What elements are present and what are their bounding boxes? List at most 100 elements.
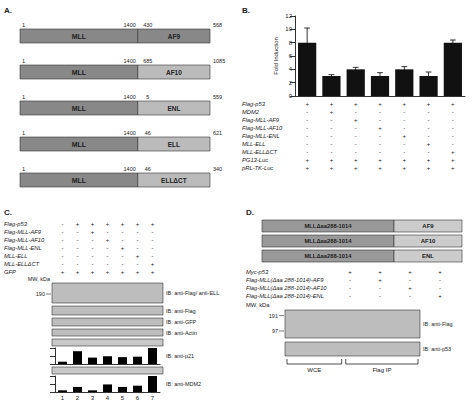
- svg-text:-: -: [92, 253, 94, 259]
- svg-text:-: -: [152, 245, 154, 251]
- svg-text:-: -: [403, 125, 405, 131]
- svg-text:+: +: [451, 149, 455, 155]
- svg-text:-: -: [355, 133, 357, 139]
- svg-text:5: 5: [146, 94, 149, 100]
- svg-text:-: -: [330, 141, 332, 147]
- svg-text:-: -: [306, 141, 308, 147]
- svg-text:IB: anti-GFP: IB: anti-GFP: [166, 319, 197, 325]
- svg-text:+: +: [76, 269, 80, 275]
- svg-text:+: +: [427, 165, 431, 171]
- svg-text:-: -: [306, 149, 308, 155]
- svg-text:IB: anti-MDM2: IB: anti-MDM2: [166, 381, 201, 387]
- svg-text:MLL-ELL: MLL-ELL: [242, 141, 266, 147]
- svg-text:-: -: [403, 117, 405, 123]
- svg-text:+: +: [403, 165, 407, 171]
- svg-text:46: 46: [145, 130, 151, 136]
- svg-text:+: +: [403, 133, 407, 139]
- svg-text:1400: 1400: [124, 94, 136, 100]
- svg-text:+: +: [106, 221, 110, 227]
- svg-text:-: -: [92, 237, 94, 243]
- svg-text:-: -: [330, 125, 332, 131]
- svg-text:12: 12: [285, 13, 292, 19]
- svg-text:+: +: [427, 101, 431, 107]
- svg-text:+: +: [106, 269, 110, 275]
- svg-text:-: -: [379, 141, 381, 147]
- svg-text:ENL: ENL: [167, 105, 180, 112]
- svg-text:-: -: [379, 285, 381, 291]
- svg-text:-: -: [452, 109, 454, 115]
- svg-text:1400: 1400: [124, 58, 136, 64]
- svg-text:+: +: [354, 101, 358, 107]
- svg-text:Flag-MLL(Δaa 288-1014)-AF10: Flag-MLL(Δaa 288-1014)-AF10: [246, 285, 327, 291]
- svg-text:1: 1: [61, 395, 65, 401]
- svg-text:-: -: [107, 253, 109, 259]
- svg-text:PG13-Luc: PG13-Luc: [242, 157, 268, 163]
- svg-text:MW, kDa: MW, kDa: [28, 276, 51, 282]
- svg-text:-: -: [137, 245, 139, 251]
- svg-text:559: 559: [213, 94, 222, 100]
- svg-text:-: -: [122, 229, 124, 235]
- svg-text:-: -: [330, 133, 332, 139]
- svg-text:Flag-MLL-ENL: Flag-MLL-ENL: [4, 245, 42, 251]
- svg-text:-: -: [452, 117, 454, 123]
- svg-text:1400: 1400: [124, 130, 136, 136]
- svg-text:+: +: [136, 253, 140, 259]
- svg-text:-: -: [92, 261, 94, 267]
- svg-text:A.: A.: [4, 6, 12, 15]
- svg-text:MLL: MLL: [72, 33, 87, 40]
- svg-text:IB: anti-Actin: IB: anti-Actin: [166, 330, 197, 336]
- svg-text:ELL: ELL: [168, 141, 180, 148]
- svg-text:ELLΔCT: ELLΔCT: [161, 177, 187, 184]
- svg-text:-: -: [152, 253, 154, 259]
- svg-text:+: +: [438, 269, 442, 275]
- svg-text:+: +: [354, 165, 358, 171]
- svg-text:0: 0: [289, 93, 293, 99]
- svg-text:+: +: [91, 221, 95, 227]
- svg-text:6: 6: [289, 53, 293, 59]
- svg-text:-: -: [349, 285, 351, 291]
- svg-text:Flag-MLL-AF9: Flag-MLL-AF9: [4, 229, 42, 235]
- svg-text:-: -: [349, 293, 351, 299]
- svg-text:-: -: [330, 149, 332, 155]
- svg-text:+: +: [330, 165, 334, 171]
- svg-text:WCE: WCE: [307, 367, 321, 373]
- svg-text:+: +: [451, 165, 455, 171]
- svg-text:+: +: [121, 221, 125, 227]
- svg-text:MLLΔaa288-1014: MLLΔaa288-1014: [304, 223, 352, 229]
- svg-text:IB: anti-Flag: IB: anti-Flag: [166, 308, 196, 314]
- svg-text:+: +: [61, 269, 65, 275]
- svg-text:AF10: AF10: [421, 238, 436, 244]
- svg-text:-: -: [379, 293, 381, 299]
- svg-text:+: +: [305, 165, 309, 171]
- svg-text:-: -: [355, 125, 357, 131]
- svg-text:-: -: [62, 245, 64, 251]
- svg-text:GFP: GFP: [4, 269, 16, 275]
- svg-text:3: 3: [91, 395, 95, 401]
- svg-text:-: -: [355, 149, 357, 155]
- svg-text:4: 4: [289, 66, 293, 72]
- svg-text:-: -: [452, 141, 454, 147]
- svg-text:10: 10: [285, 26, 292, 32]
- svg-text:-: -: [62, 229, 64, 235]
- svg-text:ENL: ENL: [422, 253, 434, 259]
- svg-text:-: -: [355, 141, 357, 147]
- svg-text:-: -: [122, 261, 124, 267]
- svg-text:-: -: [306, 125, 308, 131]
- svg-text:1400: 1400: [124, 22, 136, 28]
- svg-text:-: -: [306, 109, 308, 115]
- svg-text:+: +: [408, 285, 412, 291]
- svg-text:-: -: [379, 117, 381, 123]
- svg-text:-: -: [379, 133, 381, 139]
- svg-text:+: +: [403, 157, 407, 163]
- svg-text:+: +: [151, 261, 155, 267]
- svg-text:-: -: [403, 141, 405, 147]
- svg-text:-: -: [379, 109, 381, 115]
- svg-text:1400: 1400: [124, 166, 136, 172]
- svg-text:+: +: [76, 221, 80, 227]
- svg-text:-: -: [403, 109, 405, 115]
- svg-text:1: 1: [22, 166, 25, 172]
- svg-text:-: -: [403, 149, 405, 155]
- svg-text:-: -: [409, 277, 411, 283]
- svg-text:-: -: [77, 253, 79, 259]
- svg-text:+: +: [451, 101, 455, 107]
